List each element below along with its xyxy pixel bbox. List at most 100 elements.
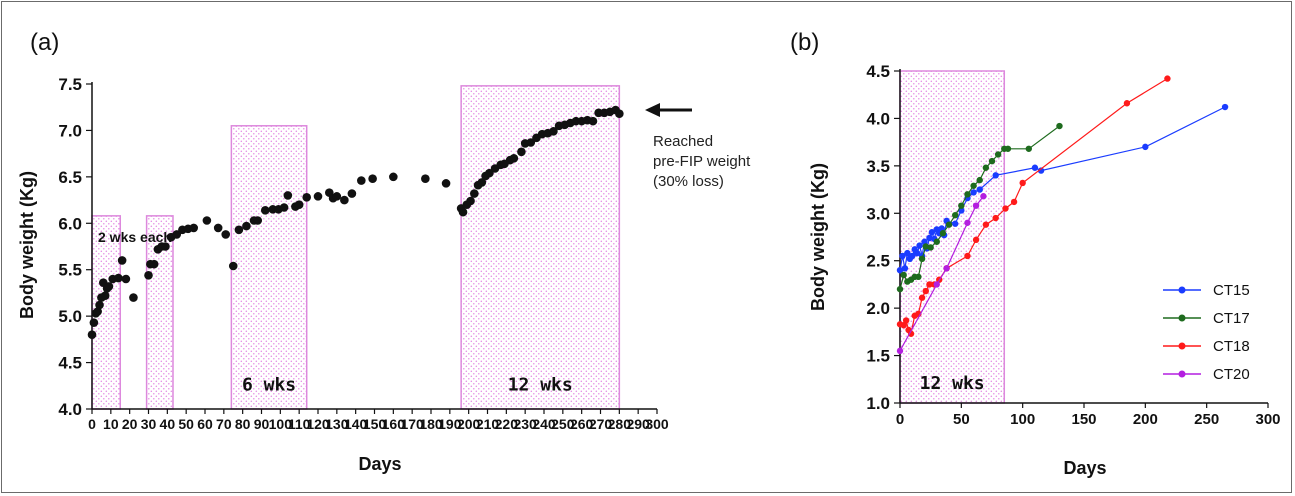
panel-a-data-point xyxy=(441,179,451,188)
panel-a-x-tick-label: 220 xyxy=(495,416,519,432)
panel-a-x-tick-label: 0 xyxy=(88,416,96,432)
panel-a-data-point xyxy=(149,259,159,269)
series-point-ct18 xyxy=(1002,205,1009,212)
panel-b-legend: CT15 CT17 CT18 CT20 xyxy=(1163,282,1250,383)
panel-a-data-point xyxy=(87,330,97,340)
series-point-ct17 xyxy=(994,151,1002,158)
panel-a-x-tick-label: 130 xyxy=(325,416,349,432)
panel-a-x-tick-label: 90 xyxy=(254,416,270,432)
panel-b-y-tick-label: 3.0 xyxy=(866,204,890,223)
panel-a-data-point xyxy=(161,242,170,251)
panel-a-data-point xyxy=(294,200,304,210)
series-point-ct15 xyxy=(970,189,977,196)
panel-a-y-tick-label: 4.5 xyxy=(58,354,82,373)
series-point-ct18 xyxy=(902,317,910,324)
legend-marker-ct18 xyxy=(1178,342,1186,350)
panel-b-y-tick-label: 4.5 xyxy=(866,62,890,81)
panel-a-x-tick-label: 180 xyxy=(419,416,443,432)
series-point-ct18 xyxy=(907,330,915,337)
panel-a-x-tick-label: 10 xyxy=(103,416,119,432)
panel-a-y-tick-label: 5.0 xyxy=(58,307,82,326)
series-point-ct17 xyxy=(927,244,934,251)
series-point-ct17 xyxy=(922,243,929,250)
panel-a-data-point xyxy=(144,270,153,280)
panel-a-data-point xyxy=(466,196,475,206)
series-point-ct15 xyxy=(901,265,909,272)
panel-b-y-tick-label: 2.0 xyxy=(866,299,890,318)
series-point-ct17 xyxy=(939,230,947,237)
series-point-ct15 xyxy=(1031,164,1039,171)
legend-label-ct15: CT15 xyxy=(1213,282,1250,299)
panel-a-data-point xyxy=(221,230,231,239)
panel-a-x-tick-label: 20 xyxy=(122,416,138,432)
panel-a-x-tick-label: 80 xyxy=(235,416,251,432)
series-point-ct18 xyxy=(1164,75,1171,82)
series-point-ct17 xyxy=(918,255,926,263)
series-point-ct17 xyxy=(976,176,983,184)
series-point-ct17 xyxy=(945,221,953,228)
panel-a-data-point xyxy=(421,174,430,184)
series-point-ct15 xyxy=(926,234,933,242)
panel-a-data-point xyxy=(89,318,99,327)
panel-a-data-point xyxy=(458,207,468,217)
series-point-ct20 xyxy=(972,202,980,209)
panel-a-x-tick-label: 250 xyxy=(551,416,575,432)
panel-a-plot: 2 wks each 6 wks 12 wks 0 10 20 30 40 50 60 70 80 90… xyxy=(58,75,669,432)
series-point-ct18 xyxy=(918,294,926,301)
series-point-ct18 xyxy=(1123,100,1131,107)
panel-a-data-point xyxy=(615,109,624,119)
panel-a-x-tick-label: 110 xyxy=(288,416,311,432)
series-point-ct15 xyxy=(904,249,911,257)
panel-a-data-point xyxy=(213,223,223,233)
panel-a-x-tick-label: 50 xyxy=(178,416,194,432)
series-point-ct17 xyxy=(970,182,977,189)
panel-a-data-point xyxy=(477,178,487,187)
panel-b-x-tick-label: 0 xyxy=(896,411,904,428)
series-point-ct17 xyxy=(952,211,959,219)
panel-a-data-point xyxy=(283,191,293,200)
panel-a-x-tick-label: 40 xyxy=(160,416,176,432)
treatment-label-1: 2 wks each xyxy=(98,229,172,245)
series-point-ct17 xyxy=(964,191,971,198)
panel-a-data-point xyxy=(202,216,212,225)
panel-b-y-tick-label: 2.5 xyxy=(866,252,890,271)
panel-b-y-tick-label: 3.5 xyxy=(866,157,890,176)
panel-a-data-point xyxy=(189,223,198,233)
series-point-ct15 xyxy=(928,229,936,236)
series-point-ct15 xyxy=(909,252,916,260)
series-point-ct18 xyxy=(900,322,907,329)
panel-a-data-point xyxy=(279,203,289,212)
panel-a-x-tick-label: 230 xyxy=(513,416,537,432)
panel-a-data-point xyxy=(368,174,377,184)
panel-a-x-tick-label: 300 xyxy=(645,416,669,432)
series-point-ct17 xyxy=(900,271,907,279)
panel-a-y-tick-label: 7.0 xyxy=(58,121,82,140)
legend-marker-ct17 xyxy=(1178,314,1186,322)
series-point-ct20 xyxy=(980,193,987,200)
series-point-ct15 xyxy=(976,186,983,193)
panel-a-x-tick-label: 190 xyxy=(438,416,462,432)
series-point-ct17 xyxy=(982,164,990,171)
annotation-line-3: (30% loss) xyxy=(653,173,724,190)
panel-a-data-point xyxy=(549,127,558,136)
series-point-ct15 xyxy=(913,249,921,257)
panel-a-x-tick-label: 30 xyxy=(141,416,157,432)
panel-a-x-tick-label: 150 xyxy=(363,416,387,432)
panel-a-y-tick-label: 6.0 xyxy=(58,214,82,233)
panel-a-data-point xyxy=(114,273,123,283)
annotation-line-2: pre-FIP weight xyxy=(653,153,751,170)
series-point-ct18 xyxy=(982,221,990,228)
series-point-ct17 xyxy=(1025,145,1033,152)
series-point-ct18 xyxy=(992,214,999,222)
series-point-ct20 xyxy=(943,265,950,272)
panel-a-data-point xyxy=(347,189,357,198)
panel-b-x-axis-title: Days xyxy=(1063,458,1106,478)
panel-a-x-tick-label: 160 xyxy=(382,416,406,432)
panel-b-y-axis-title: Body weight (Kg) xyxy=(808,163,828,311)
series-point-ct17 xyxy=(1056,122,1063,130)
series-point-ct17 xyxy=(988,157,996,165)
panel-a-data-point xyxy=(509,153,519,163)
panel-a-y-tick-label: 7.5 xyxy=(58,75,82,94)
